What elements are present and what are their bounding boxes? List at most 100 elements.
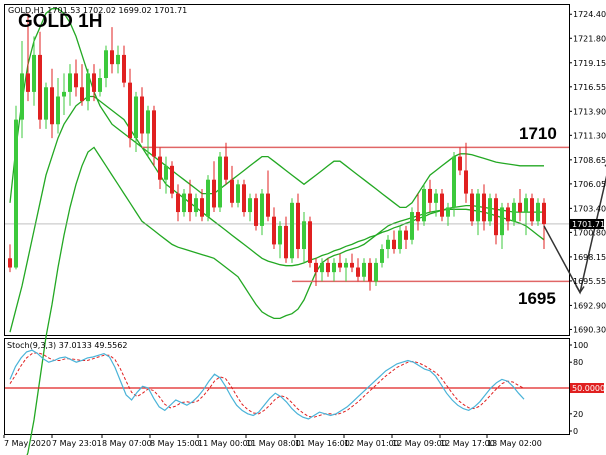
price-panel-frame [4,4,570,336]
candle-body [206,179,210,217]
candle-body [38,54,42,120]
candle-body [410,212,414,240]
stoch-panel-frame [4,338,570,435]
price-tick-label: 1708.65 [573,156,606,165]
candle-body [524,198,528,213]
candle-body [386,239,390,250]
candle-body [110,50,114,65]
stoch-signal-line [9,352,525,418]
candle-body [248,198,252,213]
candle-body [74,73,78,88]
stoch-tick-label: 0 [573,427,578,436]
price-panel [5,8,606,455]
price-tick-label: 1719.15 [573,59,606,68]
candle-body [380,249,384,263]
candle-body [158,156,162,180]
candle-body [50,87,54,125]
candle-body [20,73,24,120]
time-tick-label: 8 May 15:00 [150,439,200,448]
candle-body [254,198,258,226]
time-tick-label: 11 May 08:00 [246,439,301,448]
price-tick-label: 1716.55 [573,83,606,92]
candle-body [272,216,276,245]
candle-body [458,156,462,171]
stoch-label: Stoch(9,3,3) 37.0133 49.5562 [7,341,127,350]
candle-body [536,202,540,222]
candle-body [188,193,192,213]
candle-body [470,193,474,222]
candle-body [296,202,300,250]
stoch-level-tag [570,383,604,393]
candle-body [338,262,342,268]
price-tick-label: 1692.90 [573,301,606,310]
candle-body [512,202,516,222]
time-tick-label: 12 May 01:00 [344,439,399,448]
current-price-tag [570,218,604,229]
candle-body [278,225,282,245]
candle-body [260,193,264,226]
candle-body [146,110,150,134]
candle-body [56,96,60,125]
chart-title: GOLD 1H [18,11,102,32]
candle-body [488,198,492,222]
candle-body [164,165,168,180]
candle-body [212,179,216,208]
projection-arrowhead-down [575,285,585,294]
candle-body [308,221,312,263]
candle-body [530,198,534,222]
candle-body [476,193,480,222]
price-tick-label: 1695.55 [573,277,606,286]
lower-level-label: 1695 [518,289,556,308]
candle-body [320,262,324,273]
candle-body [494,198,498,236]
stoch-level-label: 50.0000 [572,384,605,393]
candle-body [116,54,120,65]
candle-body [230,179,234,203]
candle-body [518,202,522,213]
candle-body [464,170,468,194]
candle-body [128,82,132,139]
candle-body [200,198,204,217]
candle-body [62,91,66,97]
price-tick-label: 1711.30 [573,131,606,140]
time-tick-label: 11 May 16:00 [295,439,350,448]
candle-body [398,230,402,250]
axes: 1724.40 1721.80 1719.15 1716.55 1713.90 1711.… [3,10,606,448]
candle-body [170,165,174,194]
candle-body [44,87,48,120]
candle-body [140,96,144,134]
candle-body [68,73,72,92]
candle-body [122,54,126,83]
stoch-tick-label: 80 [573,358,583,367]
candle-body [104,50,108,79]
price-tick-label: 1706.05 [573,180,606,189]
candle-body [302,221,306,250]
candle-body [182,193,186,213]
time-tick-label: 13 May 02:00 [487,439,542,448]
stoch-main-line [9,349,525,420]
candle-body [392,239,396,250]
price-tick-label: 1690.30 [573,325,606,334]
candle-body [152,110,156,157]
time-tick-label: 11 May 00:00 [198,439,253,448]
price-tick-label: 1700.80 [573,228,606,237]
time-tick-label: 12 May 17:00 [440,439,495,448]
band-lower [26,146,545,455]
candle-body [224,156,228,180]
candle-body [26,73,30,92]
candle-body [344,262,348,268]
candle-body [218,156,222,208]
candle-body [314,262,318,273]
candle-body [80,87,84,102]
candle-body [290,202,294,259]
time-tick-label: 8 May 07:00 [102,439,152,448]
candle-body [422,188,426,222]
upper-level-label: 1710 [519,124,557,143]
candle-body [452,156,456,208]
band-upper [9,8,544,209]
stoch-tick-label: 100 [573,341,588,350]
candle-body [404,230,408,240]
candle-body [434,193,438,203]
candle-body [266,193,270,217]
